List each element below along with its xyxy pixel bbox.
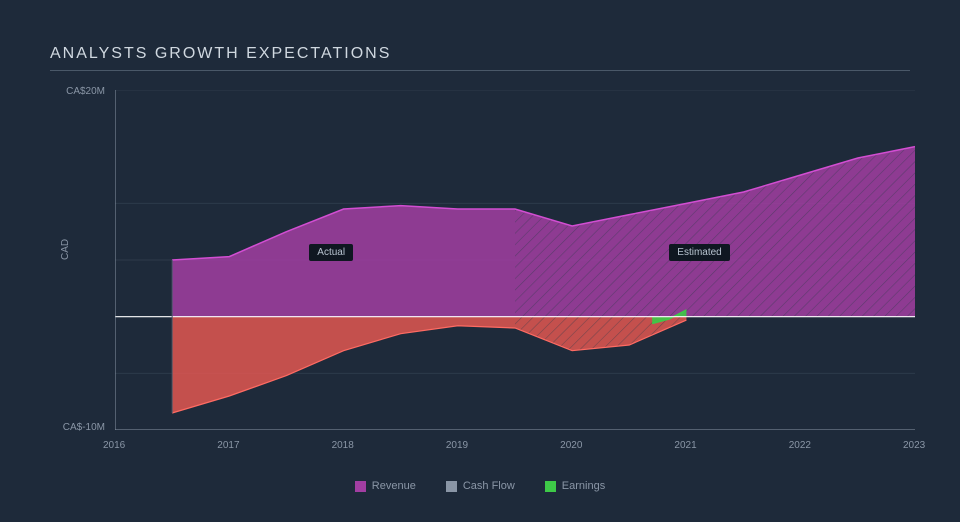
legend-label: Earnings: [562, 480, 605, 492]
legend-label: Cash Flow: [463, 480, 515, 492]
region-label-estimated: Estimated: [669, 244, 729, 261]
x-tick-label: 2021: [674, 440, 696, 451]
x-tick-label: 2018: [332, 440, 354, 451]
x-tick-label: 2020: [560, 440, 582, 451]
legend-swatch: [355, 481, 366, 492]
legend-item-cashflow: Cash Flow: [446, 480, 515, 492]
x-tick-label: 2023: [903, 440, 925, 451]
x-tick-label: 2022: [789, 440, 811, 451]
x-tick-label: 2016: [103, 440, 125, 451]
chart-svg: [115, 90, 915, 430]
legend-swatch: [545, 481, 556, 492]
region-label-actual: Actual: [309, 244, 353, 261]
y-label-top: CA$20M: [50, 86, 105, 97]
legend-label: Revenue: [372, 480, 416, 492]
x-tick-label: 2019: [446, 440, 468, 451]
chart-title: ANALYSTS GROWTH EXPECTATIONS: [50, 45, 391, 63]
chart-legend: Revenue Cash Flow Earnings: [0, 480, 960, 492]
legend-item-revenue: Revenue: [355, 480, 416, 492]
legend-swatch: [446, 481, 457, 492]
y-label-bottom: CA$-10M: [50, 422, 105, 433]
title-underline: [50, 70, 910, 71]
legend-item-earnings: Earnings: [545, 480, 605, 492]
chart-plot-area: [115, 90, 915, 430]
y-axis-name: CAD: [60, 239, 71, 260]
x-tick-label: 2017: [217, 440, 239, 451]
